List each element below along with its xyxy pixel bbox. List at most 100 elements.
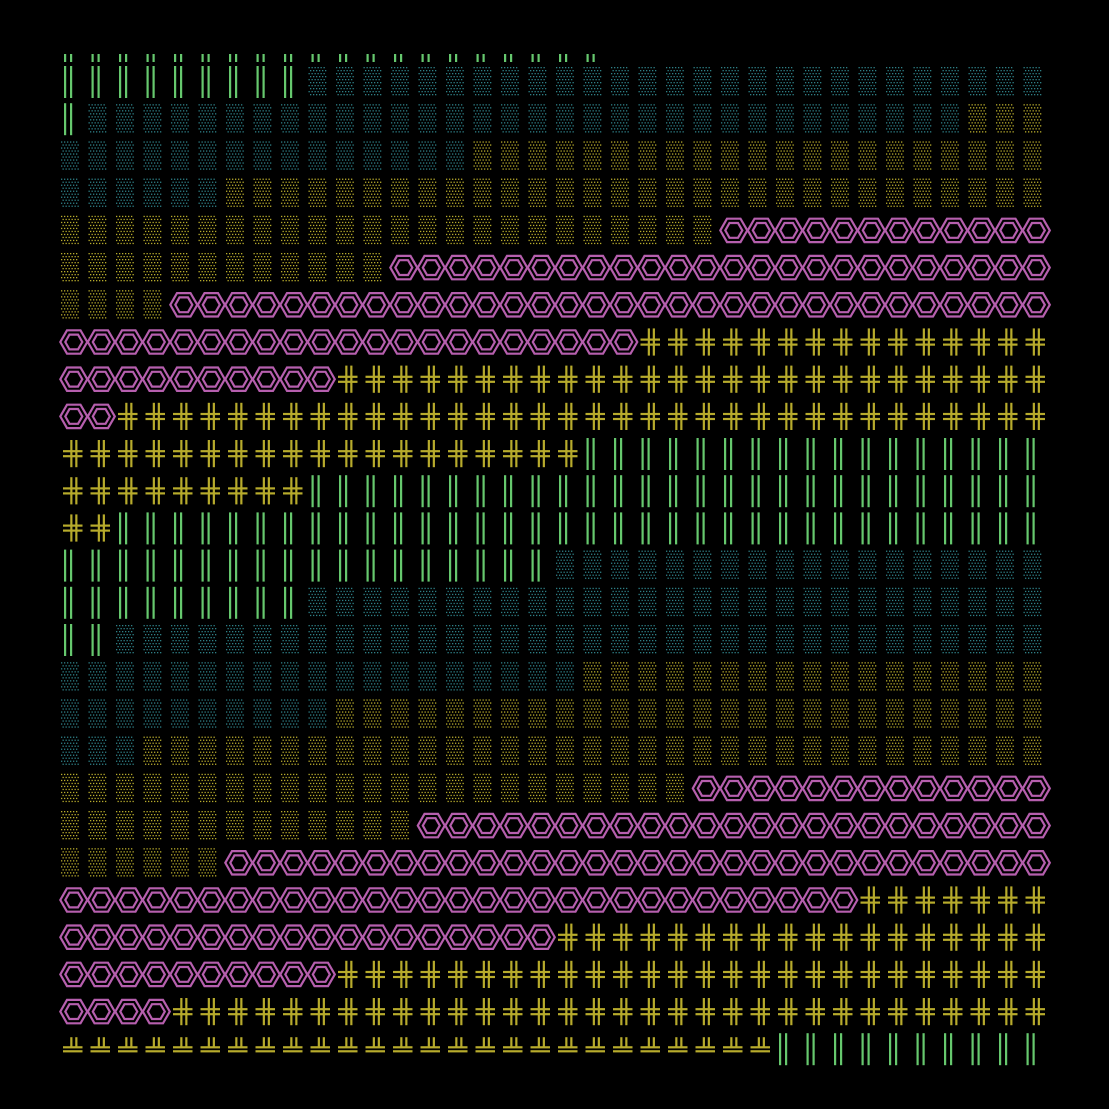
- hexagons-cell: [115, 1000, 142, 1023]
- crosses-cell: [558, 924, 578, 951]
- yellow-dots-cell: [721, 141, 739, 169]
- crosses-cell: [888, 886, 908, 913]
- crosses-cell: [943, 328, 963, 355]
- teal-dots-cell: [941, 104, 959, 132]
- crosses-cell: [1026, 328, 1046, 355]
- teal-dots-cell: [941, 551, 959, 579]
- teal-dots-cell: [89, 104, 107, 132]
- hexagons-cell: [995, 219, 1022, 242]
- yellow-dots-cell: [171, 774, 189, 802]
- bars-cell: [449, 512, 457, 544]
- crosses-cell: [641, 403, 661, 430]
- bars-cell: [422, 475, 430, 507]
- hexagons-cell: [225, 330, 252, 353]
- hexagons-cell: [170, 293, 197, 316]
- bars-cell: [119, 512, 127, 544]
- crosses-cell: [1026, 886, 1046, 913]
- crosses-cell: [806, 961, 826, 988]
- bars-cell: [477, 475, 485, 507]
- crosses-cell: [531, 366, 551, 393]
- teal-dots-cell: [226, 141, 244, 169]
- bars-cell: [64, 66, 72, 98]
- bars-cell: [92, 550, 100, 582]
- hexagons-cell: [198, 888, 225, 911]
- hexagons-cell: [968, 219, 995, 242]
- hexagons-cell: [198, 293, 225, 316]
- yellow-dots-cell: [969, 104, 987, 132]
- bars-cell: [1027, 1033, 1035, 1065]
- crosses-cell: [256, 477, 276, 504]
- teal-dots-cell: [529, 588, 547, 616]
- hexagons-cell: [638, 851, 665, 874]
- yellow-dots-cell: [474, 774, 492, 802]
- crosses-cell: [448, 961, 468, 988]
- bars-cell: [147, 550, 155, 582]
- teal-dots-cell: [721, 551, 739, 579]
- bars-cell: [449, 550, 457, 582]
- hexagons-cell: [1023, 219, 1050, 242]
- teal-dots-cell: [474, 67, 492, 95]
- yellow-dots-cell: [1024, 662, 1042, 690]
- yellow-dots-cell: [501, 774, 519, 802]
- teal-dots-cell: [364, 104, 382, 132]
- bars-cell: [1027, 512, 1035, 544]
- yellow-dots-cell: [336, 179, 354, 207]
- teal-dots-cell: [309, 141, 327, 169]
- hexagons-cell: [638, 256, 665, 279]
- yellow-dots-cell: [61, 811, 79, 839]
- bars-cell: [944, 438, 952, 470]
- teal-dots-cell: [556, 104, 574, 132]
- bars-cell: [394, 550, 402, 582]
- teal-dots-cell: [749, 104, 767, 132]
- teal-dots-cell: [996, 551, 1014, 579]
- teal-dots-cell: [309, 699, 327, 727]
- hexagons-cell: [858, 219, 885, 242]
- top-fringe-cell: [339, 54, 347, 62]
- yellow-dots-cell: [694, 179, 712, 207]
- tees-cell: [173, 1037, 193, 1052]
- yellow-dots-cell: [254, 216, 272, 244]
- hexagons-cell: [225, 926, 252, 949]
- hexagons-cell: [1023, 814, 1050, 837]
- tees-cell: [63, 1037, 83, 1052]
- hexagons-cell: [555, 256, 582, 279]
- crosses-cell: [146, 403, 166, 430]
- hexagons-cell: [858, 851, 885, 874]
- hexagons-cell: [115, 963, 142, 986]
- yellow-dots-cell: [941, 662, 959, 690]
- teal-dots-cell: [529, 67, 547, 95]
- teal-dots-cell: [584, 625, 602, 653]
- hexagons-cell: [280, 330, 307, 353]
- crosses-cell: [503, 961, 523, 988]
- yellow-dots-cell: [89, 290, 107, 318]
- yellow-dots-cell: [391, 216, 409, 244]
- tees-cell: [613, 1037, 633, 1052]
- yellow-dots-cell: [171, 811, 189, 839]
- top-fringe-cell: [92, 54, 100, 62]
- yellow-dots-cell: [336, 774, 354, 802]
- hexagons-cell: [500, 330, 527, 353]
- crosses-cell: [833, 924, 853, 951]
- yellow-dots-cell: [721, 737, 739, 765]
- yellow-dots-cell: [226, 774, 244, 802]
- bars-cell: [807, 512, 815, 544]
- teal-dots-cell: [859, 67, 877, 95]
- crosses-cell: [696, 961, 716, 988]
- hexagons-cell: [748, 219, 775, 242]
- hexagons-cell: [583, 888, 610, 911]
- teal-dots-cell: [446, 625, 464, 653]
- hexagons-cell: [968, 256, 995, 279]
- yellow-dots-cell: [611, 179, 629, 207]
- hexagons-cell: [418, 851, 445, 874]
- yellow-dots-cell: [364, 699, 382, 727]
- yellow-dots-cell: [501, 216, 519, 244]
- hexagons-cell: [143, 963, 170, 986]
- crosses-cell: [778, 961, 798, 988]
- yellow-dots-cell: [639, 179, 657, 207]
- yellow-dots-cell: [446, 774, 464, 802]
- teal-dots-cell: [474, 588, 492, 616]
- crosses-cell: [393, 440, 413, 467]
- hexagons-cell: [225, 293, 252, 316]
- teal-dots-cell: [391, 662, 409, 690]
- yellow-dots-cell: [611, 662, 629, 690]
